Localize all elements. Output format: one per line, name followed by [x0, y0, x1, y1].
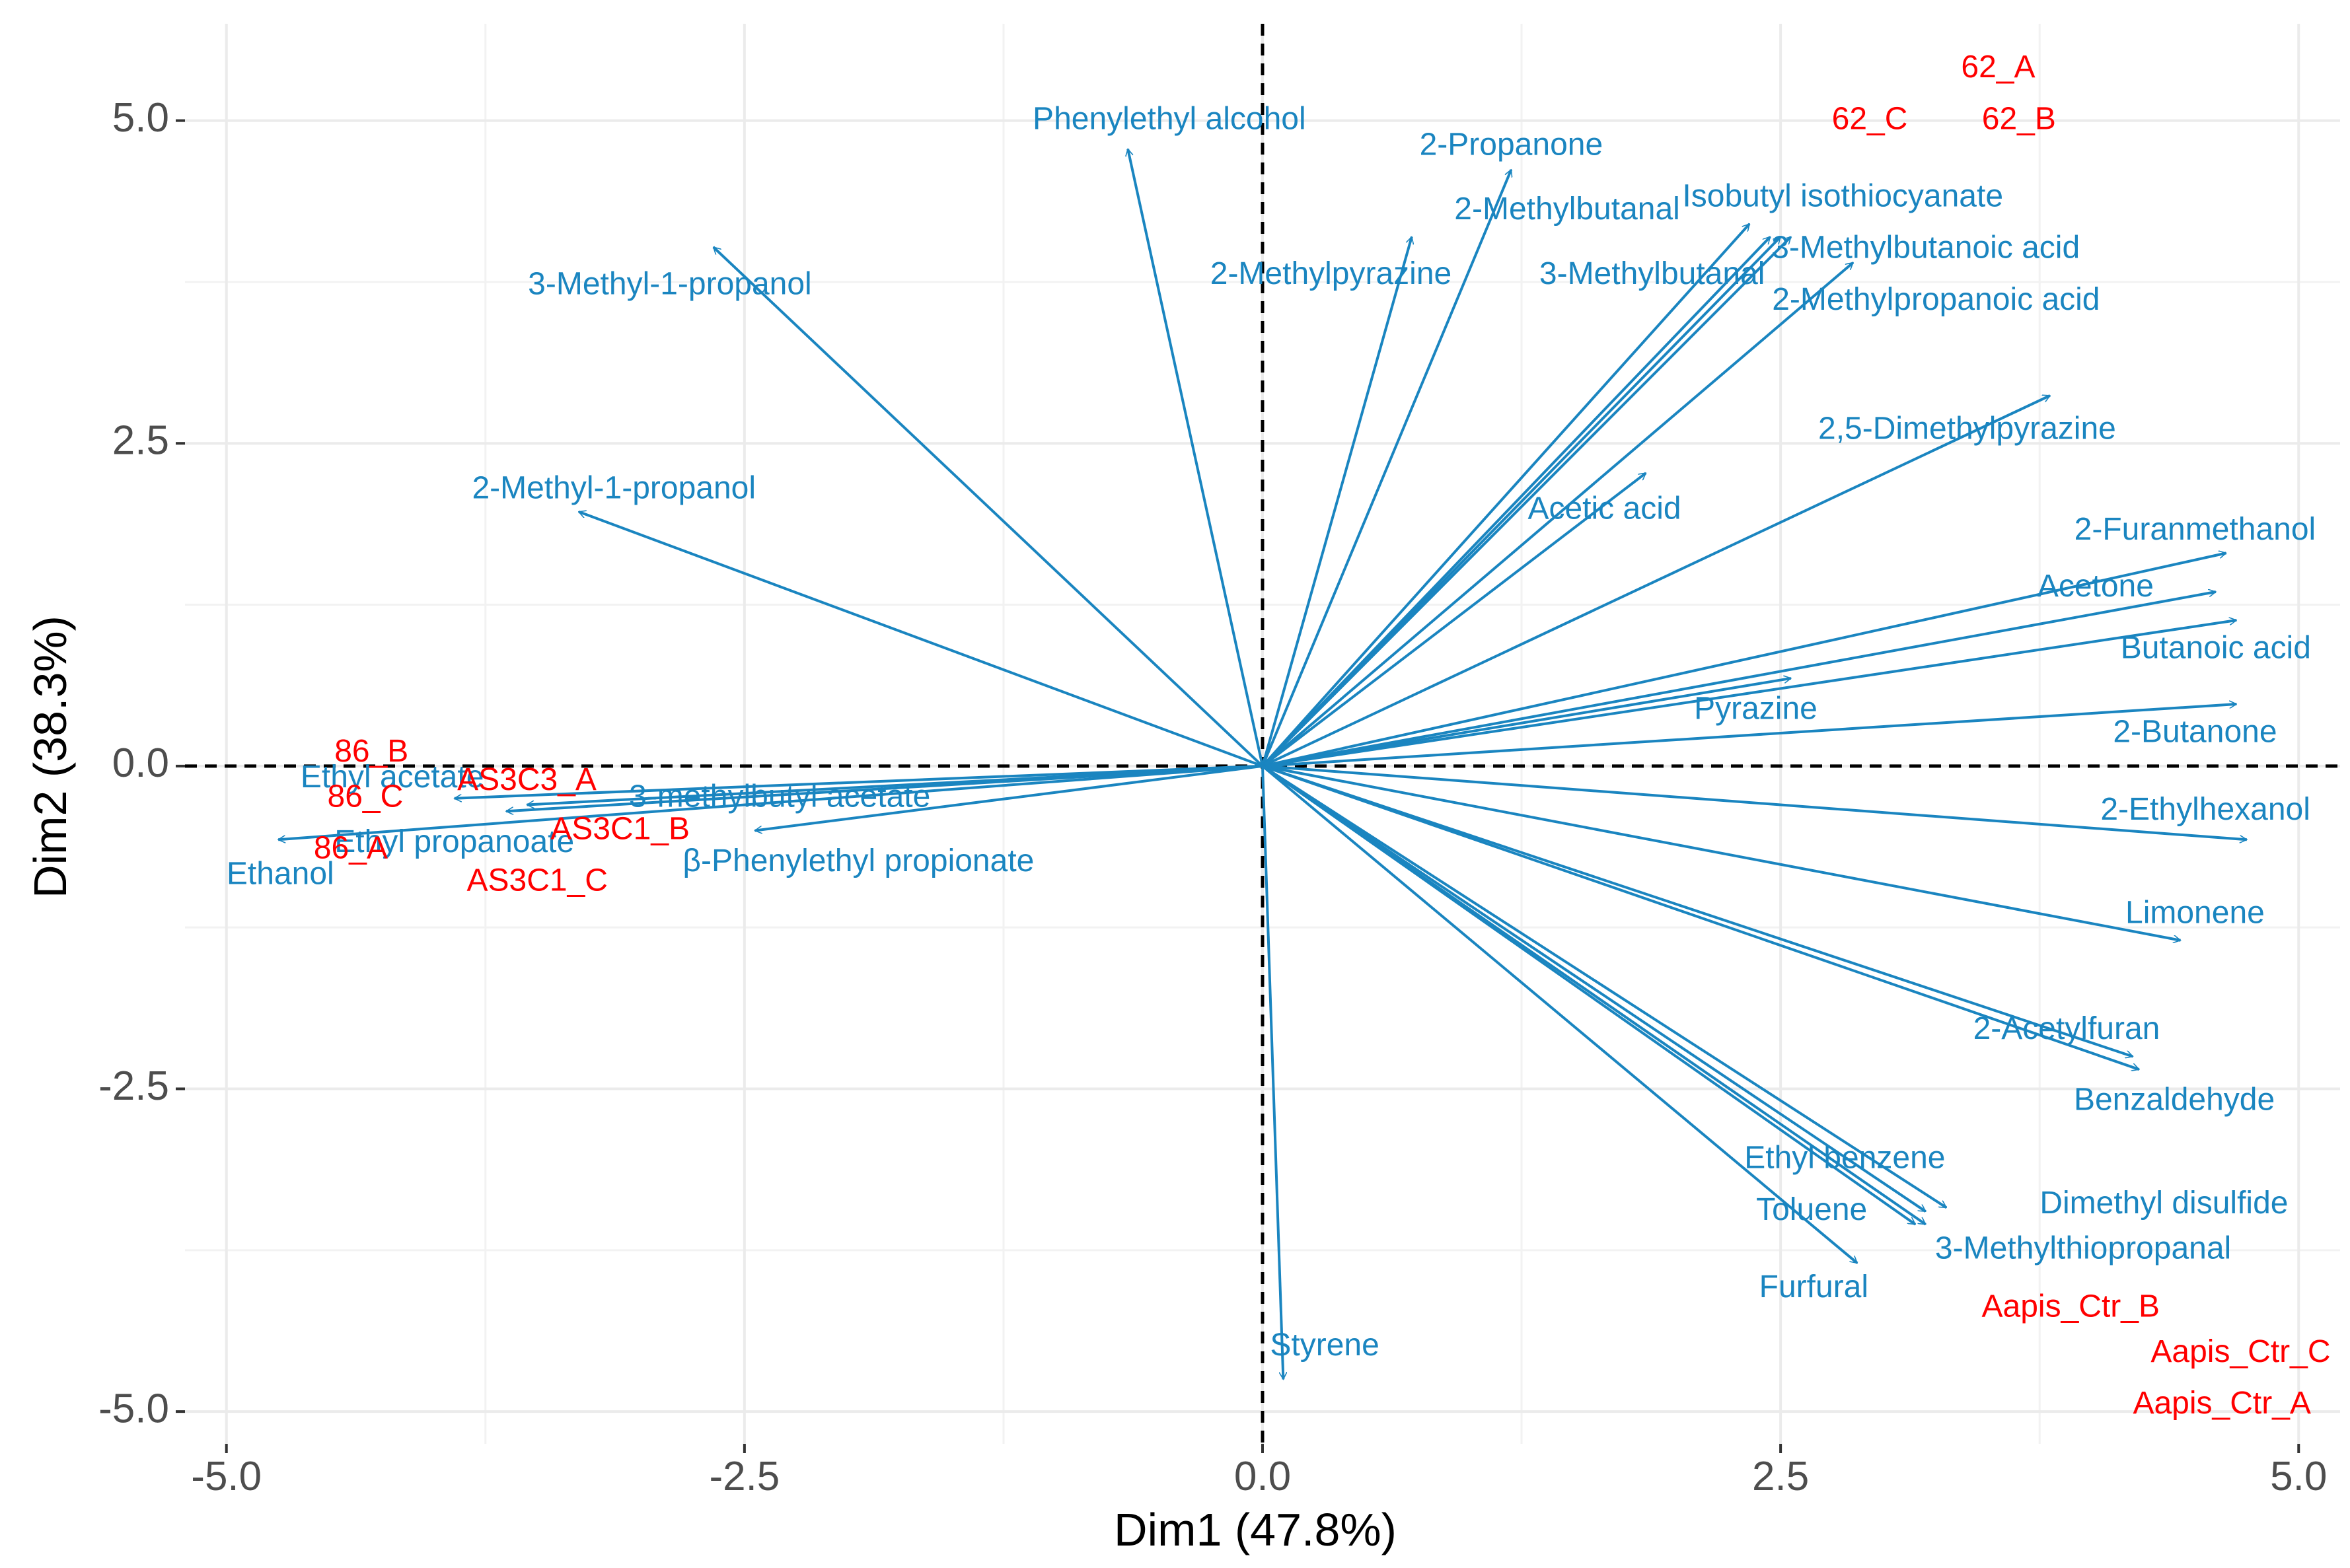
individual-label: 62_C	[1832, 101, 1908, 136]
individual-labels: 62_A 62_C 62_B 86_B 86_C 86_A AS3C3_A AS3C1_B AS…	[314, 50, 2331, 1421]
variable-label: 3-Methylthiopropanal	[1935, 1230, 2231, 1265]
variable-label: Butanoic acid	[2121, 631, 2311, 666]
variable-label: Styrene	[1270, 1328, 1379, 1363]
individual-label: Aapis_Ctr_A	[2133, 1386, 2310, 1421]
variable-arrow	[1262, 764, 2139, 1069]
variable-label: 2-Methylpyrazine	[1210, 256, 1451, 291]
variable-labels: Phenylethyl alcohol 2-Propanone 3-Methyl-1…	[227, 101, 2316, 1363]
variable-arrow	[1261, 765, 1946, 1209]
y-tick-label: -2.5	[98, 1063, 169, 1109]
variable-arrow	[1262, 553, 2226, 767]
variable-arrow	[1262, 592, 2216, 767]
x-tick-label: 5.0	[2270, 1454, 2327, 1499]
variable-arrow	[1262, 704, 2236, 767]
variable-label: 2-Propanone	[1420, 127, 1603, 162]
y-axis-title: Dim2 (38.3%)	[24, 616, 76, 898]
variable-label: Acetone	[2038, 569, 2154, 604]
y-tick-label: -5.0	[98, 1386, 169, 1432]
individual-label: AS3C1_C	[466, 863, 607, 898]
variable-arrow	[712, 246, 1264, 767]
variable-arrow	[1262, 764, 2180, 941]
variable-arrows	[278, 149, 2247, 1380]
variable-label: 2-Methylbutanal	[1454, 192, 1680, 227]
variable-label: 3-Methyl-1-propanol	[528, 266, 812, 301]
variable-arrow	[1128, 149, 1264, 767]
variable-arrow	[1261, 766, 1283, 1379]
variable-label: Toluene	[1756, 1192, 1867, 1227]
variable-label: 3-methylbutyl acetate	[629, 779, 930, 814]
variable-arrow	[506, 764, 1263, 811]
x-tick-label: -2.5	[709, 1454, 780, 1499]
variable-label: β-Phenylethyl propionate	[682, 843, 1034, 878]
variable-label: 3-Methylbutanoic acid	[1771, 231, 2080, 266]
individual-label: 86_C	[328, 779, 404, 814]
variable-label: Ethyl acetate	[301, 760, 484, 795]
individual-label: 62_A	[1961, 50, 2035, 85]
variable-arrow	[1261, 765, 1926, 1226]
variable-label: Benzaldehyde	[2074, 1083, 2275, 1118]
y-tick-label: 5.0	[112, 95, 169, 141]
variable-label: Limonene	[2125, 895, 2265, 930]
variable-label: Dimethyl disulfide	[2039, 1186, 2288, 1221]
variable-arrow	[1261, 472, 1646, 767]
variable-arrow	[579, 512, 1263, 767]
variable-label: 2-Methylpropanoic acid	[1772, 282, 2100, 317]
variable-arrow	[1261, 170, 1511, 767]
individual-label: 86_B	[334, 734, 408, 769]
variable-arrow	[755, 764, 1263, 831]
variable-label: Ethyl benzene	[1744, 1141, 1945, 1176]
variable-label: 2-Ethylhexanol	[2100, 792, 2310, 827]
x-tick-label: 2.5	[1752, 1454, 1809, 1499]
x-tick-label: 0.0	[1234, 1454, 1291, 1499]
variable-label: 2-Butanone	[2113, 715, 2277, 750]
variable-label: Ethyl propanoate	[334, 824, 574, 859]
individual-label: Aapis_Ctr_B	[1982, 1289, 2160, 1324]
variable-label: 2-Furanmethanol	[2075, 512, 2316, 547]
variable-label: Pyrazine	[1694, 691, 1818, 726]
variable-arrow	[1262, 764, 2133, 1057]
variable-arrow	[1261, 765, 1926, 1213]
individual-label: AS3C3_A	[457, 762, 597, 797]
variable-arrow	[278, 764, 1263, 839]
variable-label: Furfural	[1759, 1269, 1868, 1304]
individual-label: 62_B	[1982, 101, 2056, 136]
x-axis-ticks: -5.0 -2.5 0.0 2.5 5.0	[191, 1444, 2327, 1499]
variable-arrow	[1261, 236, 1792, 767]
variable-arrow	[1262, 620, 2236, 767]
variable-arrow	[1261, 223, 1751, 767]
y-tick-label: 0.0	[112, 740, 169, 786]
x-axis-title: Dim1 (47.8%)	[1114, 1504, 1397, 1555]
variable-arrow	[1261, 262, 1854, 767]
variable-label: Acetic acid	[1527, 491, 1681, 526]
variable-arrow	[1261, 237, 1412, 767]
variable-label: Isobutyl isothiocyanate	[1682, 179, 2003, 214]
individual-label: Aapis_Ctr_C	[2150, 1334, 2330, 1369]
y-axis-ticks: -5.0 -2.5 0.0 2.5 5.0	[98, 95, 185, 1432]
variable-label: 2-Acetylfuran	[1973, 1011, 2160, 1046]
variable-arrow	[455, 764, 1263, 799]
individual-label: AS3C1_B	[550, 811, 690, 846]
variable-label: 2,5-Dimethylpyrazine	[1818, 411, 2116, 446]
variable-arrow	[1262, 394, 2050, 767]
individual-label: 86_A	[314, 831, 388, 866]
variable-label: 2-Methyl-1-propanol	[472, 470, 756, 505]
y-tick-label: 2.5	[112, 418, 169, 464]
variable-label: Ethanol	[227, 857, 334, 892]
variable-arrow	[1261, 765, 1858, 1264]
variable-arrow	[1262, 764, 2247, 839]
variable-label: Phenylethyl alcohol	[1033, 101, 1306, 136]
variable-arrow	[1262, 678, 1791, 767]
variable-label: 3-Methylbutanal	[1539, 256, 1765, 291]
x-tick-label: -5.0	[191, 1454, 262, 1499]
